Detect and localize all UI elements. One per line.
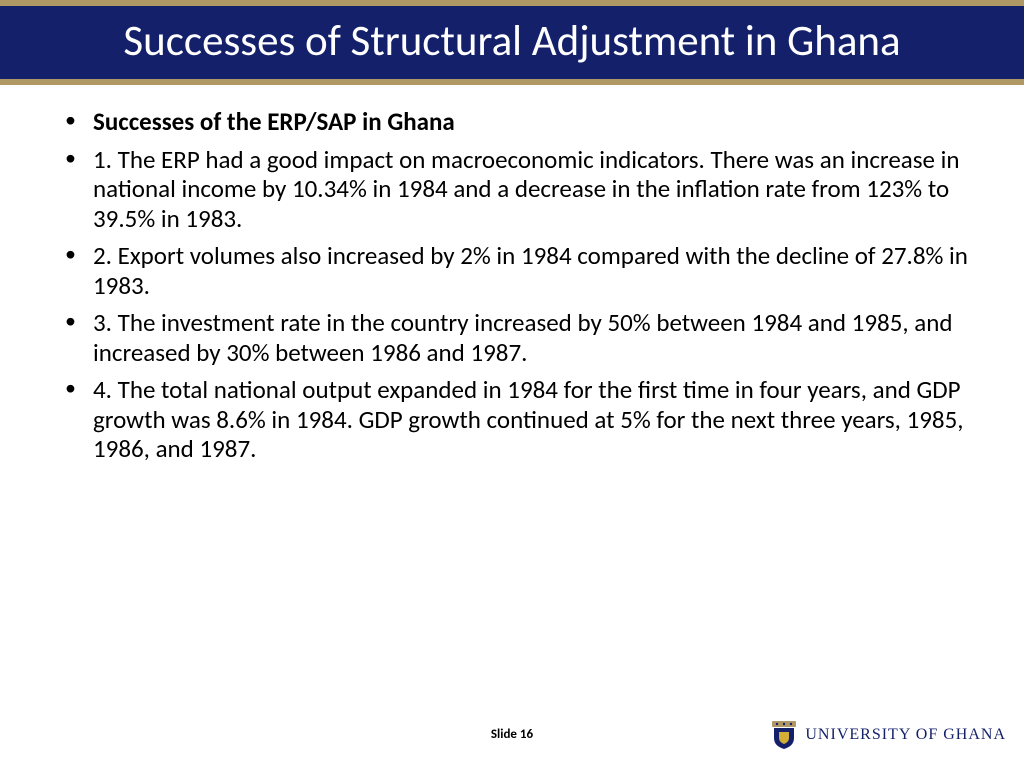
slide-number: Slide 16	[491, 727, 533, 742]
bullet-item: 3. The investment rate in the country in…	[55, 308, 969, 367]
footer: Slide 16 UNIVERSITY OF GHANA	[0, 710, 1024, 750]
content-area: Successes of the ERP/SAP in Ghana 1. The…	[0, 85, 1024, 768]
bullet-text: 1. The ERP had a good impact on macroeco…	[93, 144, 959, 234]
bullet-item: 1. The ERP had a good impact on macroeco…	[55, 145, 969, 234]
bullet-text: 3. The investment rate in the country in…	[93, 307, 953, 368]
bullet-text: Successes of the ERP/SAP in Ghana	[93, 106, 455, 137]
bullet-item: 4. The total national output expanded in…	[55, 375, 969, 464]
bullet-item: Successes of the ERP/SAP in Ghana	[55, 107, 969, 137]
bullet-item: 2. Export volumes also increased by 2% i…	[55, 241, 969, 300]
slide-title: Successes of Structural Adjustment in Gh…	[0, 6, 1024, 79]
university-logo-block: UNIVERSITY OF GHANA	[771, 720, 1006, 750]
bullet-text: 4. The total national output expanded in…	[93, 374, 964, 464]
bullet-list: Successes of the ERP/SAP in Ghana 1. The…	[55, 107, 969, 464]
crest-icon	[771, 720, 797, 750]
slide: Successes of Structural Adjustment in Gh…	[0, 0, 1024, 768]
bullet-text: 2. Export volumes also increased by 2% i…	[93, 240, 968, 301]
university-name: UNIVERSITY OF GHANA	[805, 726, 1006, 744]
